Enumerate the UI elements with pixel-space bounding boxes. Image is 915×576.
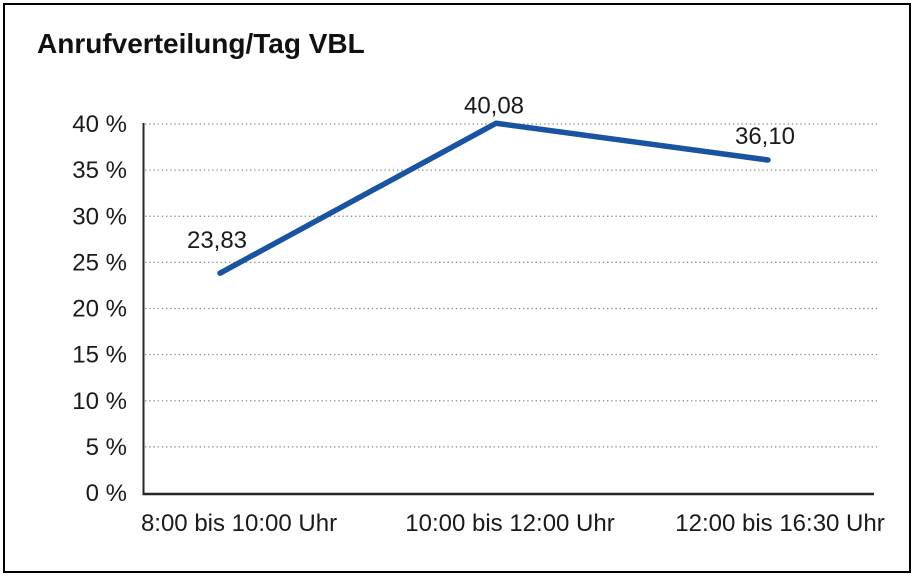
y-axis-tick-label: 0 % [86, 480, 127, 507]
data-series-line [217, 120, 771, 276]
y-axis-tick-label: 15 % [72, 342, 127, 369]
y-axis-tick-label: 5 % [86, 434, 127, 461]
y-axis-tick-label: 30 % [72, 203, 127, 230]
y-axis-tick-label: 20 % [72, 296, 127, 323]
y-axis-tick-label: 35 % [72, 157, 127, 184]
y-axis-tick-label: 40 % [72, 111, 127, 138]
x-axis-category-label: 10:00 bis 12:00 Uhr [405, 510, 614, 537]
y-axis-tick-label: 10 % [72, 388, 127, 415]
data-point-label: 36,10 [735, 123, 795, 150]
y-axis-tick-label: 25 % [72, 249, 127, 276]
chart-title: Anrufverteilung/Tag VBL [37, 28, 365, 59]
data-point-label: 40,08 [464, 92, 524, 119]
x-axis-category-label: 12:00 bis 16:30 Uhr [675, 510, 884, 537]
x-axis-category-label: 8:00 bis 10:00 Uhr [141, 510, 337, 537]
data-point-label: 23,83 [187, 227, 247, 254]
